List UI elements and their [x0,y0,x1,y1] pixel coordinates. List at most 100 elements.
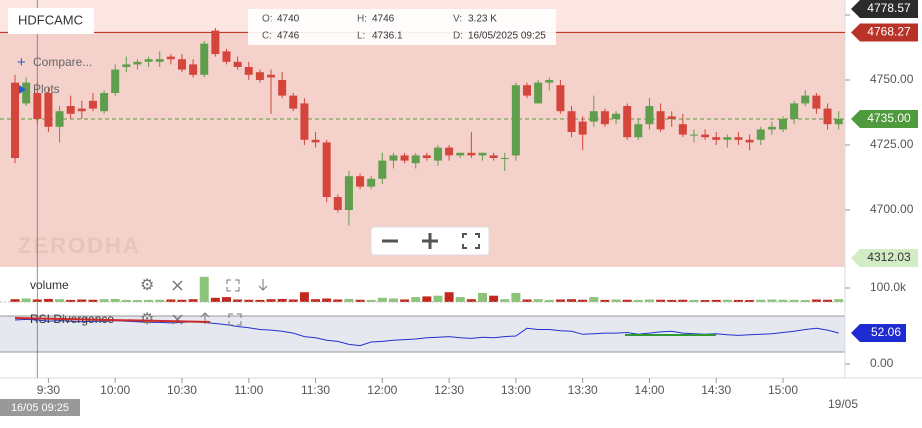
move-down[interactable] [258,279,268,291]
settings[interactable]: ⚙ [140,277,154,294]
volume-bar [578,299,588,302]
maximize[interactable] [226,279,240,292]
candle-body [44,93,53,127]
candle-body [244,67,253,75]
volume-bar [455,297,465,302]
volume-bar [344,298,354,302]
candle-body [534,82,543,104]
candle-body [278,80,287,96]
candle-body [133,61,142,65]
volume-bar [166,299,176,302]
symbol-box[interactable] [8,8,94,34]
close[interactable] [172,314,183,325]
x-tick-label: 11:30 [301,383,330,397]
candle-body [823,108,832,125]
price-marker: 4778.57 [867,1,911,15]
price-marker-box [851,249,918,267]
candle-body [155,59,164,62]
volume-bar [656,299,666,302]
close[interactable] [172,280,183,291]
volume-bar [611,299,621,302]
candle-body [77,108,86,112]
candle-body [255,72,264,81]
candle-body [689,134,698,136]
plus-icon[interactable]: + [17,54,26,71]
candle-body [612,113,621,120]
candle-body [723,137,732,140]
candle-body [189,64,198,75]
candle-body [500,158,509,160]
volume-bar [522,299,532,302]
price-marker-box [851,0,918,18]
volume-bar [644,299,654,302]
price-marker: 4768.27 [867,25,911,39]
rsi-marker-tip [851,324,860,343]
x-tick-label: 14:00 [634,383,664,397]
volume-bar [722,299,732,302]
fullscreen[interactable] [462,233,480,249]
volume-bar [255,299,265,302]
price-marker-box [851,23,918,42]
candle-body [344,176,353,211]
candle-body [745,139,754,143]
plots-icon[interactable] [19,85,26,94]
candle-body [556,85,565,112]
candle-body [578,121,587,135]
candle-body [400,155,409,161]
price-marker-box [851,110,918,129]
volume-bar [322,298,332,302]
volume-bar [756,299,766,302]
legend-value: 4736.1 [372,31,403,42]
volume-bar [622,299,632,302]
volume-bar [10,299,20,302]
candle-body [177,59,186,70]
volume-bar [188,299,198,302]
plots[interactable]: Plots [33,82,60,96]
volume-bar [144,299,154,302]
volume-bar [789,299,799,302]
y-tick-label: 4750.00 [870,72,914,86]
candle-body [100,93,109,112]
maximize[interactable] [228,313,242,326]
candle-body [456,152,465,156]
candle-body [767,126,776,130]
volume-bar [511,292,521,302]
candle-body [511,85,520,156]
candle-body [144,59,153,62]
volume-bar [110,298,120,302]
volume-bar [77,299,87,302]
candle-body [645,106,654,125]
candle-body [779,119,788,130]
y-tick-label: 4725.00 [870,137,914,151]
candle-body [200,43,209,75]
candle-body [233,61,242,68]
x-tick-label: 10:30 [167,383,197,397]
volume-bar [834,299,844,302]
candle-body [445,147,454,156]
candle-body [311,139,320,143]
volume-bar [99,299,109,302]
candle-body [378,160,387,179]
volume-bar [400,299,410,302]
volume-bar [288,299,298,302]
volume-bar [366,299,376,302]
candle-body [111,69,120,94]
volume-bar [555,299,565,302]
symbol[interactable]: HDFCAMC [18,12,83,27]
candle-body [790,103,799,120]
x-tick-label: 13:00 [501,383,531,397]
candle-body [712,137,721,140]
volume-bar [210,297,220,302]
volume-bar [32,299,42,302]
volume-bar [811,299,821,302]
candle-body [166,56,175,60]
candle-body [656,111,665,130]
legend-value: 16/05/2025 09:25 [468,31,546,42]
zoom-in[interactable] [422,233,438,249]
compare[interactable]: Compare... [33,55,92,69]
y-tick-label: 4700.00 [870,202,914,216]
candle-body [801,95,810,104]
candle-body [489,155,498,159]
candle-body [55,111,64,127]
